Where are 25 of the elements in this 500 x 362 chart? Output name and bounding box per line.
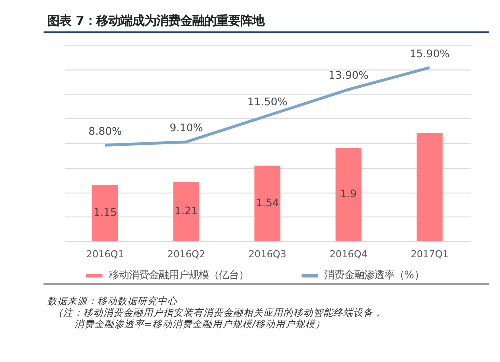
data-label: 8.80% [88,126,122,138]
source-note: 数据来源：移动数据研究中心 [48,295,178,308]
data-label: 1.54 [256,198,280,210]
x-tick-label: 2016Q2 [168,249,206,260]
data-label: 9.10% [170,122,204,135]
data-label: 13.90% [328,70,369,82]
bar [92,185,118,242]
data-label: 1.9 [340,188,358,201]
data-label: 1.15 [94,207,118,220]
legend-label: 消费金融渗透率（%） [324,270,424,282]
chart-title: 图表 7：移动端成为消费金融的重要阵地 [48,12,266,28]
bar [174,182,200,242]
x-tick-label: 2016Q3 [248,249,287,260]
x-tick-label: 2016Q1 [86,249,124,260]
bar [254,166,281,242]
legend-label: 移动消费金融用户规模（亿台） [108,270,249,282]
x-tick-label: 2017Q1 [410,249,449,260]
x-tick-label: 2016Q4 [330,249,368,260]
bar [416,133,443,242]
data-label: 11.50% [248,96,288,108]
bar [336,148,362,242]
data-label: 1.21 [174,206,198,218]
text: （注：移动消费金融用户指安装有消费金融相关应用的移动智能终端设备， [53,306,384,319]
data-label: 15.90% [410,48,450,60]
text: 消费金融渗透率=移动消费金融用户规模/移动用户规模） [74,318,326,330]
